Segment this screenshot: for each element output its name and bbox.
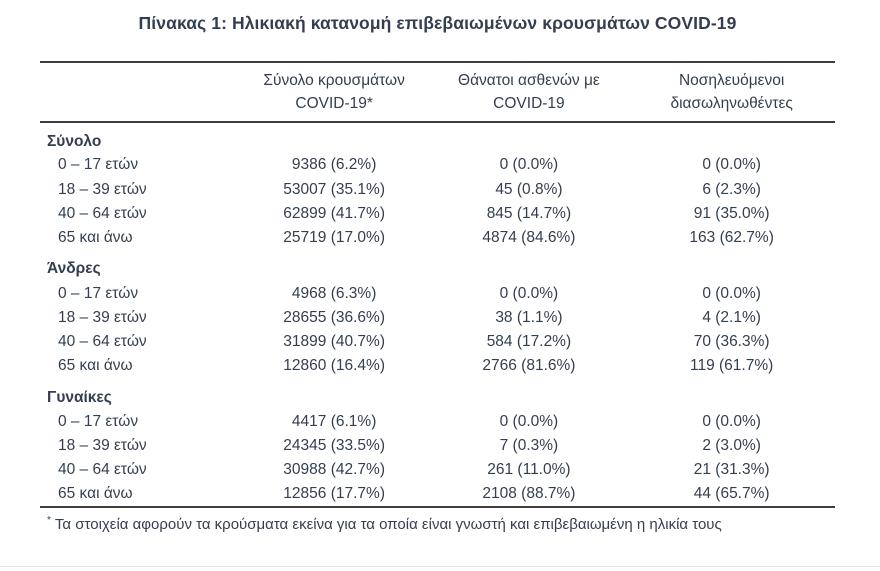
intubated-cell: 4 (2.1%) xyxy=(702,308,761,326)
age-label-cell: 0 – 17 ετών xyxy=(58,284,139,302)
table-row: 0 – 17 ετών 9386 (6.2%) 0 (0.0%) 0 (0.0%… xyxy=(40,153,835,177)
footnote-text: Τα στοιχεία αφορούν τα κρούσματα εκείνα … xyxy=(54,515,722,533)
table-row: 65 και άνω 25719 (17.0%) 4874 (84.6%) 16… xyxy=(40,226,835,250)
section-label: Σύνολο xyxy=(47,132,102,150)
column-header-line: COVID-19 xyxy=(493,95,565,112)
cases-cell: 9386 (6.2%) xyxy=(291,156,377,174)
column-header-line: Σύνολο κρουσμάτων xyxy=(263,72,405,89)
column-header-intubated: Νοσηλευόμενοι διασωληνωθέντες xyxy=(628,62,835,123)
cases-cell: 4968 (6.3%) xyxy=(291,284,377,302)
age-label-cell: 65 και άνω xyxy=(58,229,133,247)
intubated-cell: 0 (0.0%) xyxy=(702,156,761,174)
intubated-cell: 21 (31.3%) xyxy=(693,461,770,479)
table-row: 65 και άνω 12860 (16.4%) 2766 (81.6%) 11… xyxy=(40,354,835,378)
section-label: Άνδρες xyxy=(47,260,101,278)
section-label: Γυναίκες xyxy=(47,388,112,406)
cases-cell: 28655 (36.6%) xyxy=(283,308,385,326)
cases-cell: 12856 (17.7%) xyxy=(283,485,385,503)
column-header-line: διασωληνωθέντες xyxy=(670,95,793,112)
deaths-cell: 45 (0.8%) xyxy=(495,180,563,198)
age-label-cell: 40 – 64 ετών xyxy=(58,204,147,222)
intubated-cell: 44 (65.7%) xyxy=(693,485,770,503)
cases-cell: 24345 (33.5%) xyxy=(283,437,385,455)
table-row: 40 – 64 ετών 30988 (42.7%) 261 (11.0%) 2… xyxy=(40,458,835,482)
deaths-cell: 4874 (84.6%) xyxy=(482,229,576,247)
age-label-cell: 65 και άνω xyxy=(58,485,133,503)
column-header-cases: Σύνολο κρουσμάτων COVID-19* xyxy=(238,62,430,123)
deaths-cell: 584 (17.2%) xyxy=(486,333,572,351)
table-row: 40 – 64 ετών 62899 (41.7%) 845 (14.7%) 9… xyxy=(40,202,835,226)
column-header-line: Νοσηλευόμενοι xyxy=(678,72,785,89)
column-header-deaths: Θάνατοι ασθενών με COVID-19 xyxy=(429,62,629,123)
age-label-cell: 0 – 17 ετών xyxy=(58,156,139,174)
table-title: Πίνακας 1: Ηλικιακή κατανομή επιβεβαιωμέ… xyxy=(138,13,737,33)
intubated-cell: 0 (0.0%) xyxy=(702,284,761,302)
deaths-cell: 7 (0.3%) xyxy=(499,437,559,455)
cases-cell: 53007 (35.1%) xyxy=(283,180,385,198)
page-bottom-divider xyxy=(0,566,880,567)
age-label-cell: 18 – 39 ετών xyxy=(58,437,147,455)
footnote: * Τα στοιχεία αφορούν τα κρούσματα εκείνα… xyxy=(40,515,835,533)
age-label-cell: 65 και άνω xyxy=(58,357,133,375)
deaths-cell: 38 (1.1%) xyxy=(495,308,563,326)
intubated-cell: 2 (3.0%) xyxy=(702,437,761,455)
table-row: 18 – 39 ετών 28655 (36.6%) 38 (1.1%) 4 (… xyxy=(40,305,835,329)
section-row-total: Σύνολο xyxy=(40,122,835,153)
table-row: 65 και άνω 12856 (17.7%) 2108 (88.7%) 44… xyxy=(40,482,835,506)
table-row: 0 – 17 ετών 4968 (6.3%) 0 (0.0%) 0 (0.0%… xyxy=(40,281,835,305)
age-label-cell: 40 – 64 ετών xyxy=(58,461,147,479)
covid-age-table: Σύνολο κρουσμάτων COVID-19* Θάνατοι ασθε… xyxy=(40,61,835,508)
cases-cell: 4417 (6.1%) xyxy=(291,412,377,430)
table-container: Πίνακας 1: Ηλικιακή κατανομή επιβεβαιωμέ… xyxy=(40,0,835,533)
header-row: Σύνολο κρουσμάτων COVID-19* Θάνατοι ασθε… xyxy=(40,62,835,123)
deaths-cell: 0 (0.0%) xyxy=(499,284,559,302)
column-header-line: Θάνατοι ασθενών με xyxy=(458,72,600,89)
table-row: 40 – 64 ετών 31899 (40.7%) 584 (17.2%) 7… xyxy=(40,330,835,354)
cases-cell: 30988 (42.7%) xyxy=(283,461,385,479)
cases-cell: 12860 (16.4%) xyxy=(283,357,385,375)
intubated-cell: 163 (62.7%) xyxy=(689,229,774,247)
deaths-cell: 845 (14.7%) xyxy=(486,204,572,222)
deaths-cell: 2108 (88.7%) xyxy=(482,485,576,503)
intubated-cell: 0 (0.0%) xyxy=(702,412,761,430)
intubated-cell: 6 (2.3%) xyxy=(702,180,761,198)
deaths-cell: 2766 (81.6%) xyxy=(482,357,576,375)
age-label-cell: 0 – 17 ετών xyxy=(58,412,139,430)
table-header: Σύνολο κρουσμάτων COVID-19* Θάνατοι ασθε… xyxy=(40,62,835,123)
cases-cell: 62899 (41.7%) xyxy=(283,204,385,222)
deaths-cell: 0 (0.0%) xyxy=(499,412,559,430)
cases-cell: 31899 (40.7%) xyxy=(283,333,385,351)
footnote-marker: * xyxy=(47,514,51,526)
table-row: 18 – 39 ετών 53007 (35.1%) 45 (0.8%) 6 (… xyxy=(40,177,835,201)
age-label-cell: 40 – 64 ετών xyxy=(58,333,147,351)
section-row-women: Γυναίκες xyxy=(40,378,835,409)
intubated-cell: 70 (36.3%) xyxy=(693,333,770,351)
intubated-cell: 119 (61.7%) xyxy=(690,357,774,375)
age-label-cell: 18 – 39 ετών xyxy=(58,308,147,326)
column-header-empty xyxy=(40,62,239,123)
column-header-line: COVID-19* xyxy=(295,95,373,112)
table-row: 18 – 39 ετών 24345 (33.5%) 7 (0.3%) 2 (3… xyxy=(40,434,835,458)
section-row-men: Άνδρες xyxy=(40,250,835,281)
deaths-cell: 0 (0.0%) xyxy=(499,156,559,174)
age-label-cell: 18 – 39 ετών xyxy=(58,180,147,198)
deaths-cell: 261 (11.0%) xyxy=(487,461,571,479)
table-row: 0 – 17 ετών 4417 (6.1%) 0 (0.0%) 0 (0.0%… xyxy=(40,409,835,433)
table-body: Σύνολο 0 – 17 ετών 9386 (6.2%) 0 (0.0%) … xyxy=(40,122,835,507)
cases-cell: 25719 (17.0%) xyxy=(283,229,385,247)
intubated-cell: 91 (35.0%) xyxy=(693,204,770,222)
